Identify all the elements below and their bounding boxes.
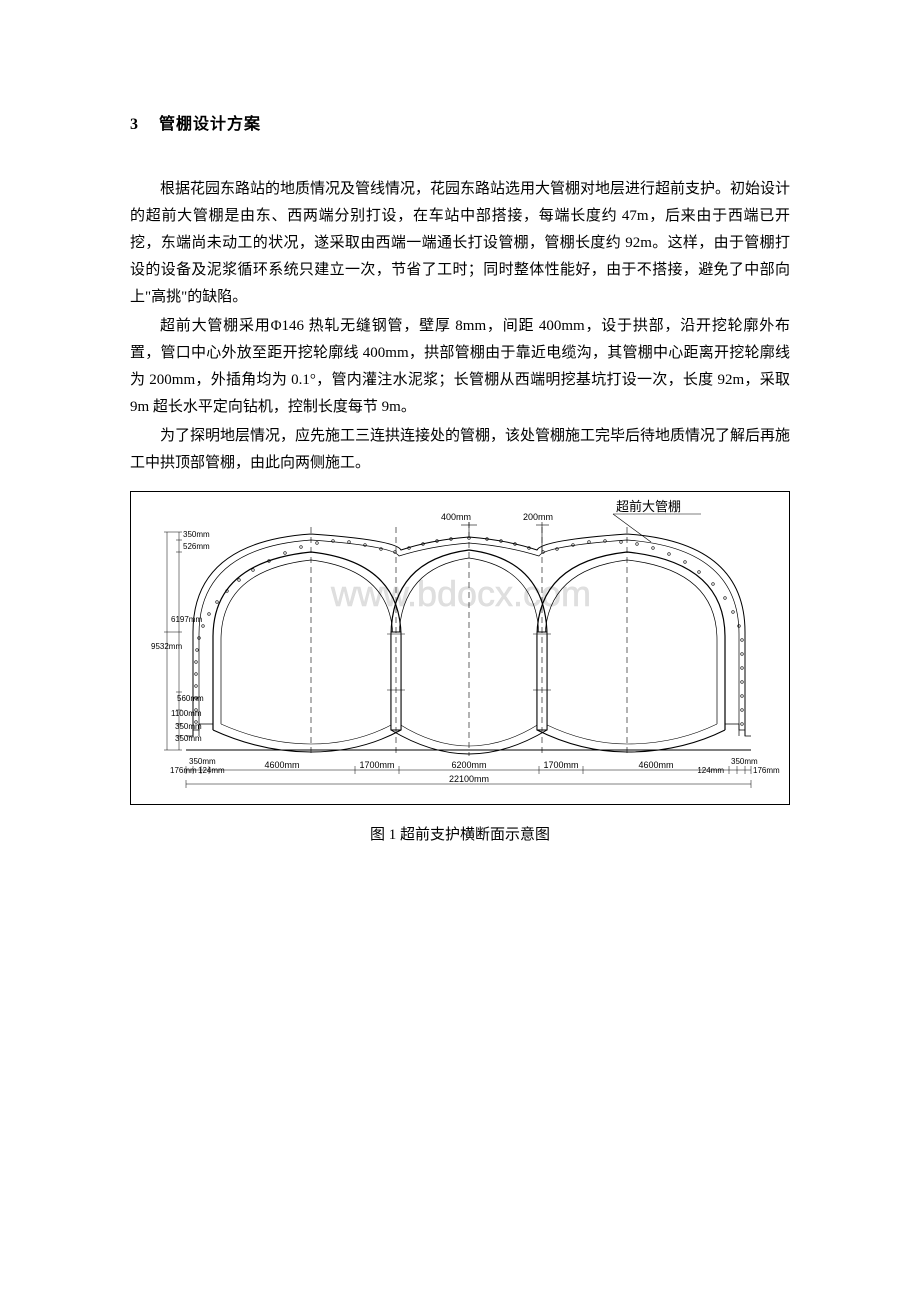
svg-text:4600mm: 4600mm <box>264 760 299 770</box>
figure-cross-section: www.bdocx.com <box>130 491 790 805</box>
svg-text:350mm: 350mm <box>175 734 202 743</box>
body-paragraph: 超前大管棚采用Φ146 热轧无缝钢管，壁厚 8mm，间距 400mm，设于拱部，… <box>130 313 790 421</box>
body-paragraph: 为了探明地层情况，应先施工三连拱连接处的管棚，该处管棚施工完毕后待地质情况了解后… <box>130 423 790 477</box>
svg-text:176mm: 176mm <box>170 766 197 775</box>
left-vertical-dims: 350mm 526mm 6197mm 9532mm 560mm 1100mm 3… <box>151 530 210 750</box>
svg-text:1100mm: 1100mm <box>171 709 202 718</box>
svg-text:22100mm: 22100mm <box>449 774 489 784</box>
svg-text:9532mm: 9532mm <box>151 642 182 651</box>
bottom-dim-chain: 176mm 350mm 124mm 4600mm 1700mm 6200mm 1… <box>170 757 780 788</box>
svg-text:1700mm: 1700mm <box>359 760 394 770</box>
svg-text:350mm: 350mm <box>189 757 216 766</box>
svg-text:350mm: 350mm <box>183 530 210 539</box>
svg-text:124mm: 124mm <box>198 766 225 775</box>
section-heading: 3 管棚设计方案 <box>130 110 790 134</box>
svg-text:350mm: 350mm <box>175 722 202 731</box>
dim-200: 200mm <box>523 512 553 522</box>
body-paragraph: 根据花园东路站的地质情况及管线情况，花园东路站选用大管棚对地层进行超前支护。初始… <box>130 176 790 311</box>
svg-text:6200mm: 6200mm <box>451 760 486 770</box>
svg-text:1700mm: 1700mm <box>543 760 578 770</box>
cross-section-svg: www.bdocx.com <box>131 492 790 805</box>
svg-text:526mm: 526mm <box>183 542 210 551</box>
svg-text:176mm: 176mm <box>753 766 780 775</box>
annotation-pipe-roof: 超前大管棚 <box>616 499 681 514</box>
figure-caption: 图 1 超前支护横断面示意图 <box>130 823 790 844</box>
section-number: 3 <box>130 116 139 133</box>
svg-text:350mm: 350mm <box>731 757 758 766</box>
section-title: 管棚设计方案 <box>159 116 261 133</box>
watermark-text: www.bdocx.com <box>330 573 591 614</box>
svg-text:560mm: 560mm <box>177 694 204 703</box>
svg-text:4600mm: 4600mm <box>638 760 673 770</box>
svg-text:124mm: 124mm <box>697 766 724 775</box>
svg-text:6197mm: 6197mm <box>171 615 202 624</box>
dim-400: 400mm <box>441 512 471 522</box>
